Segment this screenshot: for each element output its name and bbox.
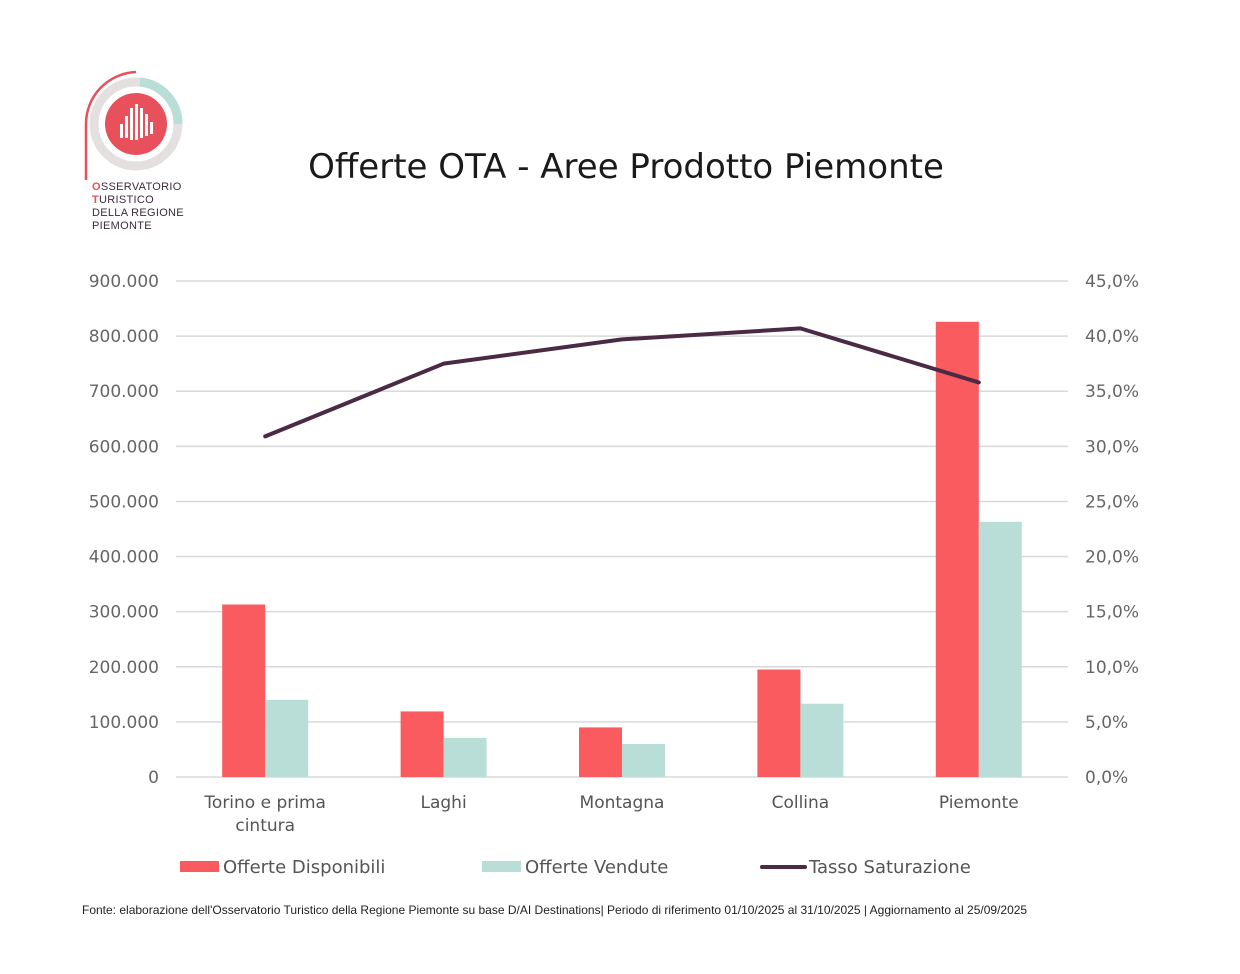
bars (222, 321, 1022, 777)
category-label: Piemonte (939, 793, 1019, 813)
left-tick-label: 800.000 (89, 327, 159, 347)
right-tick-label: 40,0% (1085, 327, 1139, 347)
bar-offerte-disponibili (222, 604, 266, 777)
category-label: Torino e prima (203, 793, 326, 813)
logo-line: PIEMONTE (92, 220, 152, 232)
bar-offerte-vendute (800, 703, 844, 777)
right-tick-label: 0,0% (1085, 768, 1128, 788)
right-tick-label: 10,0% (1085, 658, 1139, 678)
category-label: cintura (235, 816, 295, 836)
legend-label: Offerte Vendute (525, 857, 668, 878)
right-tick-label: 30,0% (1085, 437, 1139, 457)
logo-line: OSSERVATORIO (92, 181, 182, 193)
left-tick-label: 100.000 (89, 713, 159, 733)
source-note: Fonte: elaborazione dell'Osservatorio Tu… (82, 903, 1028, 917)
observatory-logo (84, 70, 183, 180)
left-tick-label: 400.000 (89, 548, 159, 568)
category-label: Montagna (580, 793, 665, 813)
left-tick-label: 700.000 (89, 382, 159, 402)
legend-label: Offerte Disponibili (223, 857, 385, 878)
logo-line: TURISTICO (92, 194, 154, 206)
category-label: Laghi (421, 793, 467, 813)
right-tick-label: 5,0% (1085, 713, 1128, 733)
bar-offerte-vendute (265, 699, 309, 777)
right-tick-label: 25,0% (1085, 492, 1139, 512)
left-tick-label: 300.000 (89, 603, 159, 623)
bar-offerte-disponibili (400, 711, 444, 777)
legend-swatch (180, 861, 219, 872)
bar-offerte-vendute (443, 737, 487, 777)
line-tasso-saturazione (263, 326, 981, 439)
category-labels: Torino e prima cintura Laghi Montagna Collin… (203, 793, 1018, 836)
bar-offerte-vendute (622, 743, 665, 777)
legend-swatch (482, 861, 521, 872)
bar-offerte-disponibili (579, 727, 622, 777)
left-tick-label: 0 (148, 768, 159, 788)
bar-offerte-disponibili (935, 321, 979, 777)
logo-line: DELLA REGIONE (92, 207, 184, 219)
right-tick-label: 45,0% (1085, 272, 1139, 292)
left-tick-label: 600.000 (89, 437, 159, 457)
right-tick-label: 35,0% (1085, 382, 1139, 402)
chart-title: Offerte OTA - Aree Prodotto Piemonte (308, 147, 944, 187)
bar-offerte-disponibili (757, 669, 801, 777)
right-axis-ticks: 0,0% 5,0% 10,0% 15,0% 20,0% 25,0% 30,0% 35,0% 40… (1085, 272, 1139, 788)
gridlines (176, 280, 1068, 778)
left-tick-label: 900.000 (89, 272, 159, 292)
right-tick-label: 20,0% (1085, 548, 1139, 568)
left-axis-ticks: 0 100.000 200.000 300.000 400.000 500.000 600.… (89, 272, 159, 788)
legend-label: Tasso Saturazione (808, 857, 971, 878)
legend: Offerte Disponibili Offerte Vendute Tasso … (180, 857, 971, 878)
bar-offerte-vendute (978, 521, 1022, 777)
left-tick-label: 200.000 (89, 658, 159, 678)
saturation-line (263, 326, 981, 439)
right-tick-label: 15,0% (1085, 603, 1139, 623)
left-tick-label: 500.000 (89, 492, 159, 512)
logo-text: OSSERVATORIO TURISTICO DELLA REGIONE PIE… (92, 181, 184, 233)
category-label: Collina (772, 793, 830, 813)
